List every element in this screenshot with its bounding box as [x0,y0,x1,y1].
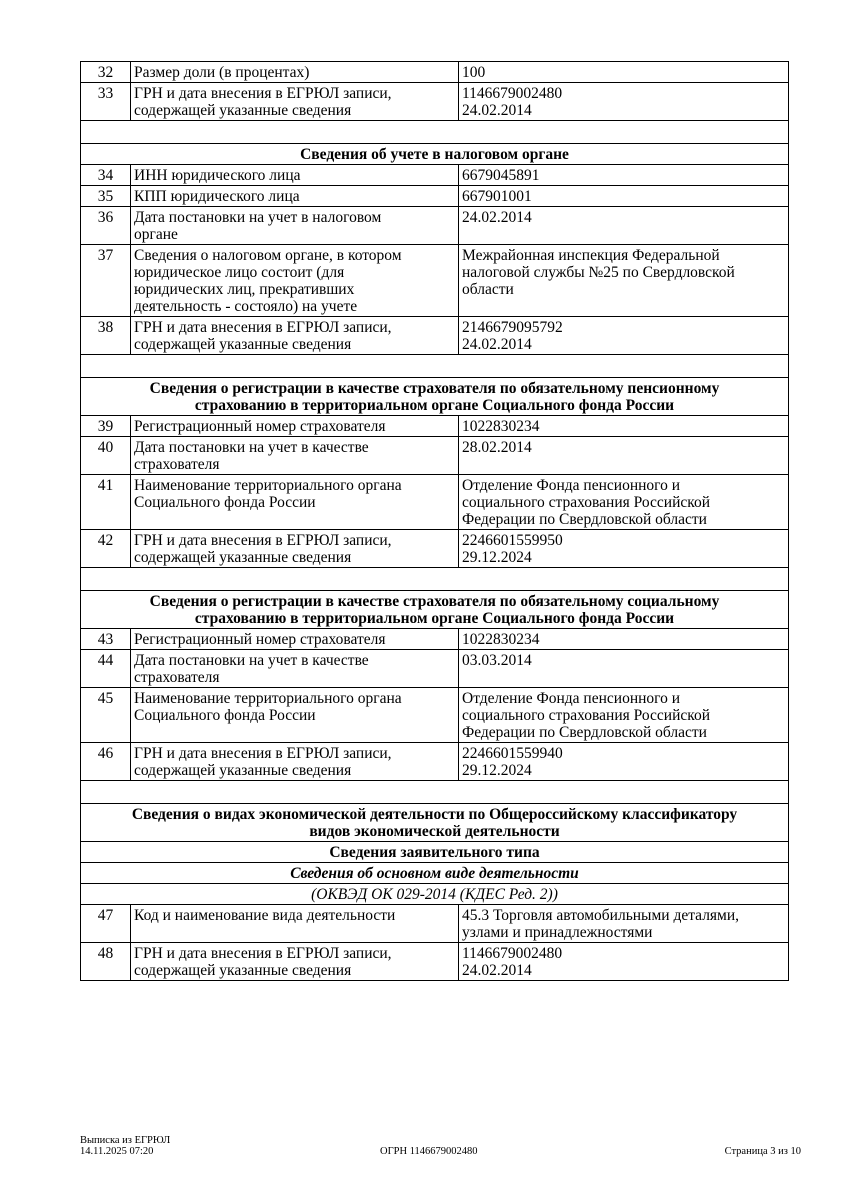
empty-cell [80,780,789,804]
footer-page: Страница 3 из 10 [724,1146,801,1157]
table-row: 48 ГРН и дата внесения в ЕГРЮЛ записи, со… [80,942,789,981]
row-value: 03.03.2014 [458,649,789,688]
spacer-row [80,567,789,591]
table-row: 37 Сведения о налоговом органе, в котором… [80,244,789,317]
row-number: 36 [80,206,131,245]
row-number: 40 [80,436,131,475]
row-label: Регистрационный номер страхователя [130,628,459,650]
row-label: Код и наименование вида деятельности [130,904,459,943]
row-value: 24.02.2014 [458,206,789,245]
section-header: (ОКВЭД ОК 029-2014 (КДЕС Ред. 2)) [80,883,789,905]
row-value: Отделение Фонда пенсионного и социальног… [458,687,789,743]
table-row: 40 Дата постановки на учет в качестве стр… [80,436,789,475]
section-header-row: Сведения о видах экономической деятельно… [80,803,789,842]
row-value: 6679045891 [458,164,789,186]
row-value: 100 [458,61,789,83]
row-value: 1146679002480 24.02.2014 [458,942,789,981]
row-number: 42 [80,529,131,568]
section-header: Сведения об основном виде деятельности [80,862,789,884]
spacer-row [80,120,789,144]
table-row: 34 ИНН юридического лица 6679045891 [80,164,789,186]
footer-datetime: 14.11.2025 07:20 [80,1146,154,1157]
row-value: 2246601559950 29.12.2024 [458,529,789,568]
footer-doc-title: Выписка из ЕГРЮЛ [80,1135,171,1146]
table-row: 46 ГРН и дата внесения в ЕГРЮЛ записи, со… [80,742,789,781]
section-header-row: Сведения об учете в налоговом органе [80,143,789,165]
row-label: Дата постановки на учет в качестве страх… [130,436,459,475]
row-label: ИНН юридического лица [130,164,459,186]
row-number: 37 [80,244,131,317]
table-row: 41 Наименование территориального органа С… [80,474,789,530]
row-label: КПП юридического лица [130,185,459,207]
section-header-row: Сведения об основном виде деятельности [80,862,789,884]
row-number: 41 [80,474,131,530]
row-label: Дата постановки на учет в налоговом орга… [130,206,459,245]
table-row: 45 Наименование территориального органа С… [80,687,789,743]
section-header: Сведения об учете в налоговом органе [80,143,789,165]
empty-cell [80,567,789,591]
row-value: 45.3 Торговля автомобильными деталями, у… [458,904,789,943]
row-label: ГРН и дата внесения в ЕГРЮЛ записи, соде… [130,316,459,355]
row-number: 44 [80,649,131,688]
row-number: 43 [80,628,131,650]
table-row: 36 Дата постановки на учет в налоговом ор… [80,206,789,245]
row-value: 2146679095792 24.02.2014 [458,316,789,355]
row-label: ГРН и дата внесения в ЕГРЮЛ записи, соде… [130,742,459,781]
section-header: Сведения о регистрации в качестве страхо… [80,377,789,416]
section-header: Сведения о регистрации в качестве страхо… [80,590,789,629]
section-header-row: Сведения о регистрации в качестве страхо… [80,590,789,629]
row-value: 2246601559940 29.12.2024 [458,742,789,781]
row-value: 1022830234 [458,415,789,437]
row-label: ГРН и дата внесения в ЕГРЮЛ записи, соде… [130,82,459,121]
footer-left: Выписка из ЕГРЮЛ 14.11.2025 07:20 [80,1135,170,1157]
row-value: Межрайонная инспекция Федеральной налого… [458,244,789,317]
row-label: ГРН и дата внесения в ЕГРЮЛ записи, соде… [130,942,459,981]
table-row: 39 Регистрационный номер страхователя 1022… [80,415,789,437]
footer-ogrn: ОГРН 1146679002480 [380,1146,478,1157]
row-value: Отделение Фонда пенсионного и социальног… [458,474,789,530]
section-header-row: (ОКВЭД ОК 029-2014 (КДЕС Ред. 2)) [80,883,789,905]
row-number: 38 [80,316,131,355]
row-label: ГРН и дата внесения в ЕГРЮЛ записи, соде… [130,529,459,568]
row-number: 33 [80,82,131,121]
row-value: 1146679002480 24.02.2014 [458,82,789,121]
section-header: Сведения заявительного типа [80,841,789,863]
section-header: Сведения о видах экономической деятельно… [80,803,789,842]
table-row: 32 Размер доли (в процентах) 100 [80,61,789,83]
table-row: 35 КПП юридического лица 667901001 [80,185,789,207]
section-header-row: Сведения заявительного типа [80,841,789,863]
table-row: 33 ГРН и дата внесения в ЕГРЮЛ записи, со… [80,82,789,121]
row-label: Размер доли (в процентах) [130,61,459,83]
table-row: 43 Регистрационный номер страхователя 1022… [80,628,789,650]
egrul-table: 32 Размер доли (в процентах) 100 33 ГРН и да… [80,61,789,981]
table-row: 47 Код и наименование вида деятельности 45… [80,904,789,943]
row-number: 39 [80,415,131,437]
row-label: Дата постановки на учет в качестве страх… [130,649,459,688]
row-value: 1022830234 [458,628,789,650]
table-row: 44 Дата постановки на учет в качестве стр… [80,649,789,688]
row-number: 48 [80,942,131,981]
row-number: 34 [80,164,131,186]
row-value: 28.02.2014 [458,436,789,475]
row-label: Регистрационный номер страхователя [130,415,459,437]
spacer-row [80,780,789,804]
table-row: 38 ГРН и дата внесения в ЕГРЮЛ записи, со… [80,316,789,355]
row-label: Наименование территориального органа Соц… [130,474,459,530]
row-label: Сведения о налоговом органе, в котором ю… [130,244,459,317]
table-row: 42 ГРН и дата внесения в ЕГРЮЛ записи, со… [80,529,789,568]
row-number: 32 [80,61,131,83]
row-number: 46 [80,742,131,781]
row-number: 35 [80,185,131,207]
section-header-row: Сведения о регистрации в качестве страхо… [80,377,789,416]
row-number: 45 [80,687,131,743]
empty-cell [80,120,789,144]
empty-cell [80,354,789,378]
row-value: 667901001 [458,185,789,207]
spacer-row [80,354,789,378]
row-label: Наименование территориального органа Соц… [130,687,459,743]
row-number: 47 [80,904,131,943]
